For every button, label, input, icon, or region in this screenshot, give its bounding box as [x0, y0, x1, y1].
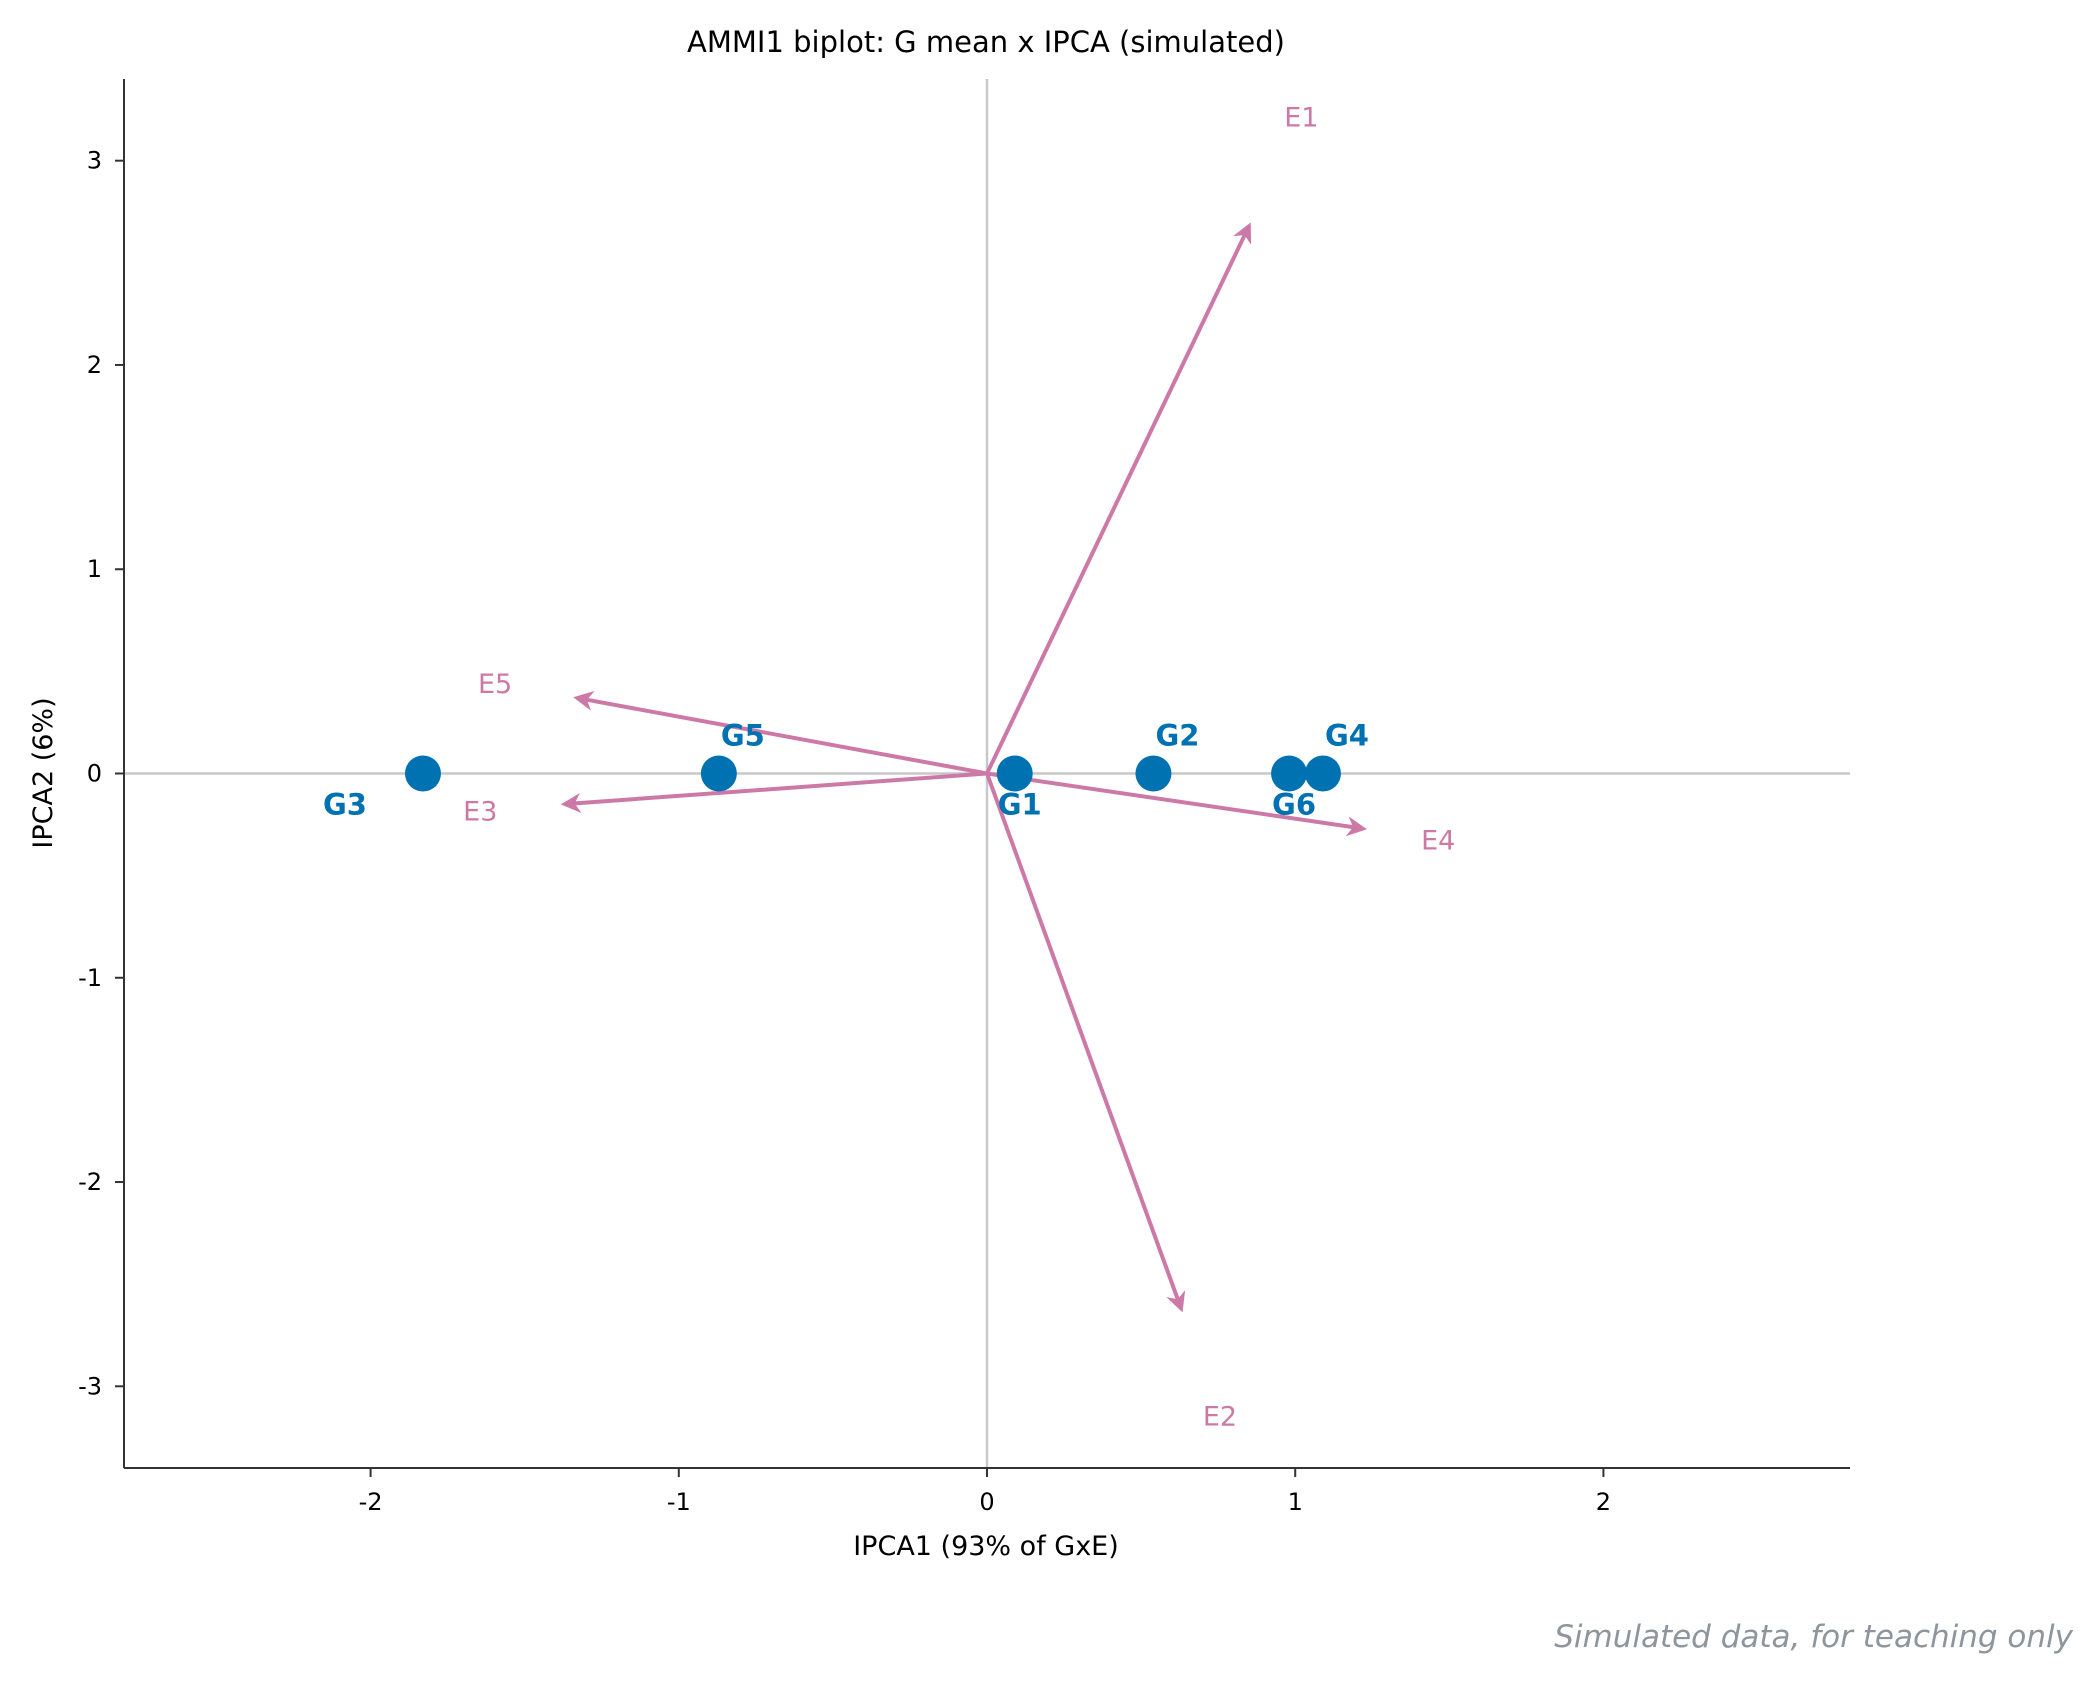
genotype-point-g4 [1304, 755, 1341, 792]
env-label-e5: E5 [478, 669, 512, 700]
genotype-points [404, 755, 1341, 792]
y-tick-label: -3 [78, 1372, 102, 1400]
genotype-point-g2 [1135, 755, 1172, 792]
genotype-label-g2: G2 [1155, 719, 1199, 753]
x-tick-label: 0 [979, 1488, 994, 1516]
y-tick-label: -1 [78, 964, 102, 992]
x-tick-label: -1 [667, 1488, 691, 1516]
x-ticks: -2 -1 0 1 2 [359, 1468, 1611, 1516]
env-label-e2: E2 [1203, 1402, 1237, 1433]
genotype-point-g6 [1271, 755, 1308, 792]
genotype-point-g5 [700, 755, 737, 792]
env-vector-e4 [986, 771, 1367, 837]
env-label-e4: E4 [1421, 826, 1455, 857]
genotype-point-g1 [996, 755, 1033, 792]
genotype-label-g5: G5 [721, 719, 765, 753]
y-axis-label: IPCA2 (6%) [28, 697, 59, 848]
chart-title: AMMI1 biplot: G mean x IPCA (simulated) [687, 25, 1285, 59]
env-vector-e5 [573, 690, 988, 776]
x-tick-label: -2 [359, 1488, 383, 1516]
x-tick-label: 2 [1596, 1488, 1611, 1516]
x-axis-label: IPCA1 (93% of GxE) [853, 1531, 1119, 1562]
y-ticks: -3 -2 -1 0 1 2 3 [78, 147, 124, 1400]
y-tick-label: -2 [78, 1168, 102, 1196]
genotype-label-g3: G3 [323, 788, 367, 822]
env-vector-e3 [560, 771, 988, 813]
genotype-label-g1: G1 [998, 788, 1042, 822]
environment-labels: E1 E2 E3 E4 E5 [463, 103, 1455, 1433]
y-tick-label: 1 [87, 555, 102, 583]
y-tick-label: 3 [87, 147, 102, 175]
footnote: Simulated data, for teaching only [1554, 1619, 2073, 1655]
genotype-label-g4: G4 [1325, 719, 1369, 753]
env-vector-e1 [985, 222, 1252, 775]
env-vector-e2 [985, 772, 1186, 1313]
env-label-e3: E3 [463, 796, 497, 827]
y-tick-label: 0 [87, 760, 102, 788]
env-label-e1: E1 [1284, 103, 1318, 134]
y-tick-label: 2 [87, 351, 102, 379]
genotype-point-g3 [404, 755, 441, 792]
genotype-labels: G1 G2 G3 G4 G5 G6 [323, 719, 1369, 822]
environment-vectors [560, 222, 1367, 1313]
x-tick-label: 1 [1288, 1488, 1303, 1516]
genotype-label-g6: G6 [1272, 788, 1316, 822]
